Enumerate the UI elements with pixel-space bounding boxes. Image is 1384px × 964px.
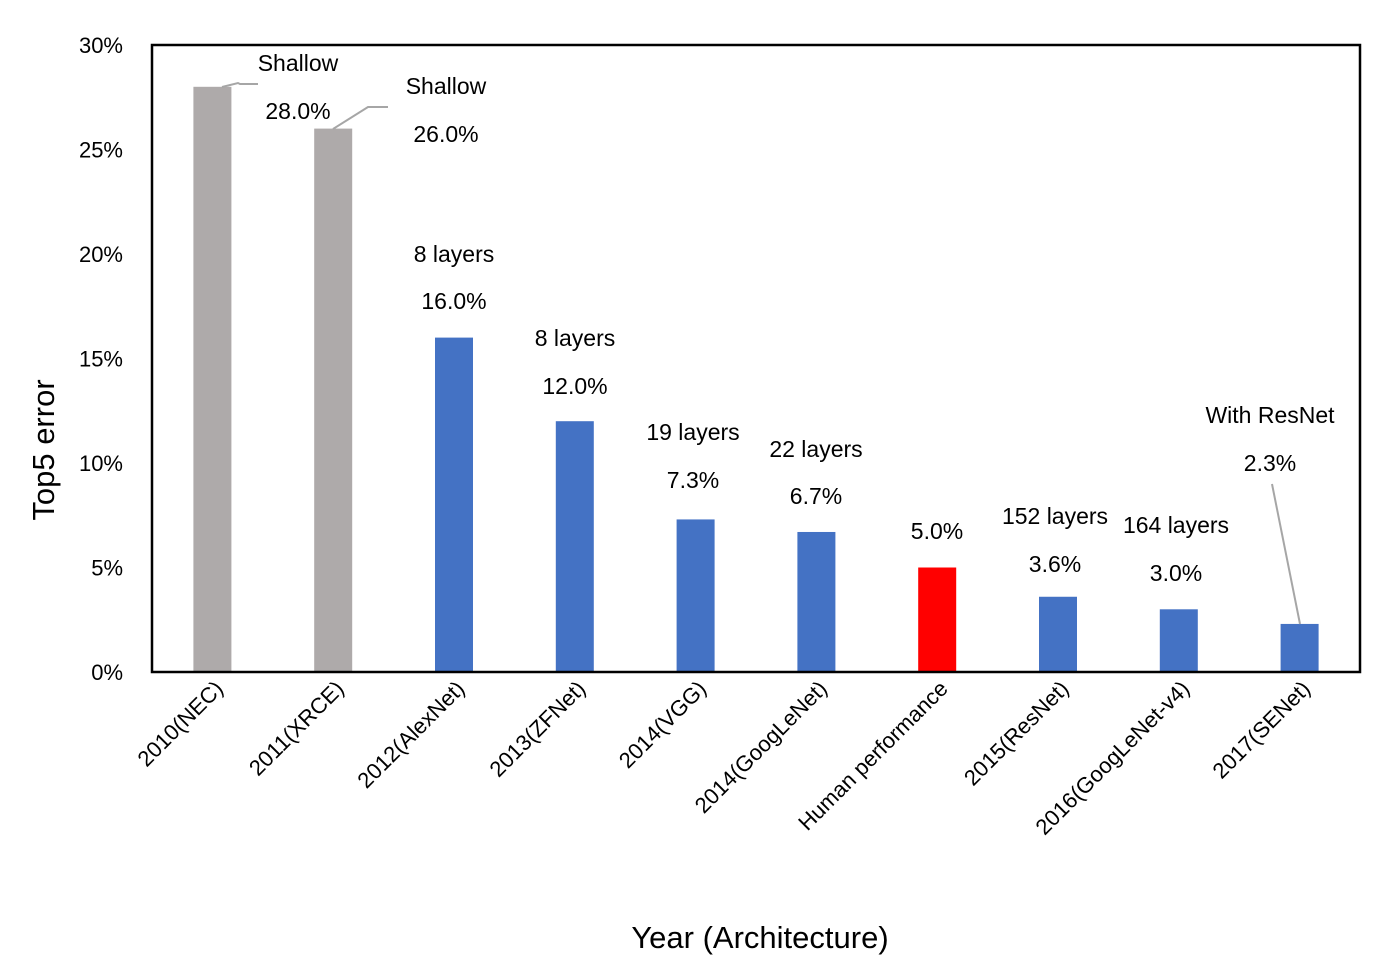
y-tick-label: 10% (79, 451, 123, 476)
annotation-label: With ResNet (1205, 402, 1335, 428)
x-tick-label: 2015(ResNet) (959, 676, 1074, 791)
bar (193, 86, 232, 673)
y-tick-label: 25% (79, 138, 123, 163)
data-labels: Shallow 28.0% Shallow 26.0% 8 layers 16.0% 8 l… (258, 50, 1335, 586)
y-tick-label: 0% (91, 660, 123, 685)
annotation-label: 8 layers (535, 325, 616, 351)
value-label: 2.3% (1244, 450, 1296, 476)
bar (918, 567, 957, 672)
value-label: 7.3% (667, 467, 719, 493)
annotation-label: Shallow (258, 50, 339, 76)
leader-line (221, 81, 258, 88)
bar (555, 421, 594, 672)
annotation-label: Shallow (406, 73, 487, 99)
bar (314, 128, 353, 673)
x-axis-title: Year (Architecture) (631, 920, 888, 955)
bar (435, 337, 473, 672)
bar (1159, 609, 1198, 672)
y-axis-title: Top5 error (26, 379, 61, 520)
value-label: 12.0% (542, 373, 607, 399)
x-tick-label: 2014(VGG) (614, 676, 711, 773)
leader-line (332, 106, 388, 130)
y-tick-label: 5% (91, 556, 123, 581)
x-tick-label: 2011(XRCE) (244, 676, 349, 781)
value-label: 28.0% (265, 98, 330, 124)
value-label: 16.0% (421, 288, 486, 314)
y-tick-label: 15% (79, 347, 123, 372)
value-label: 3.0% (1150, 560, 1202, 586)
annotation-label: 19 layers (646, 419, 739, 445)
x-tick-label: 2012(AlexNet) (352, 676, 469, 793)
value-label: 6.7% (790, 483, 842, 509)
annotation-label: 152 layers (1002, 503, 1108, 529)
bar (797, 531, 836, 672)
x-tick-label: 2010(NEC) (132, 676, 227, 771)
y-tick-labels: 0% 5% 10% 15% 20% 25% 30% (79, 33, 123, 685)
leader-line (1271, 483, 1301, 625)
annotation-label: 8 layers (414, 241, 495, 267)
value-label: 3.6% (1029, 551, 1081, 577)
x-tick-label: 2013(ZFNet) (484, 676, 590, 782)
leader-lines (221, 81, 1301, 625)
annotation-label: 164 layers (1123, 512, 1229, 538)
plot-frame (150, 43, 1362, 674)
x-tick-label: 2017(SENet) (1208, 676, 1316, 784)
y-tick-label: 20% (79, 242, 123, 267)
x-tick-labels: 2010(NEC) 2011(XRCE) 2012(AlexNet) 2013(ZFN… (132, 676, 1315, 840)
y-tick-label: 30% (79, 33, 123, 58)
bar (676, 519, 715, 672)
value-label: 26.0% (413, 121, 478, 147)
value-label: 5.0% (911, 518, 963, 544)
bars (193, 86, 1319, 673)
x-tick-label: 2014(GoogLeNet) (690, 676, 832, 818)
bar (1039, 596, 1077, 672)
annotation-label: 22 layers (769, 436, 862, 462)
bar (1280, 623, 1319, 672)
